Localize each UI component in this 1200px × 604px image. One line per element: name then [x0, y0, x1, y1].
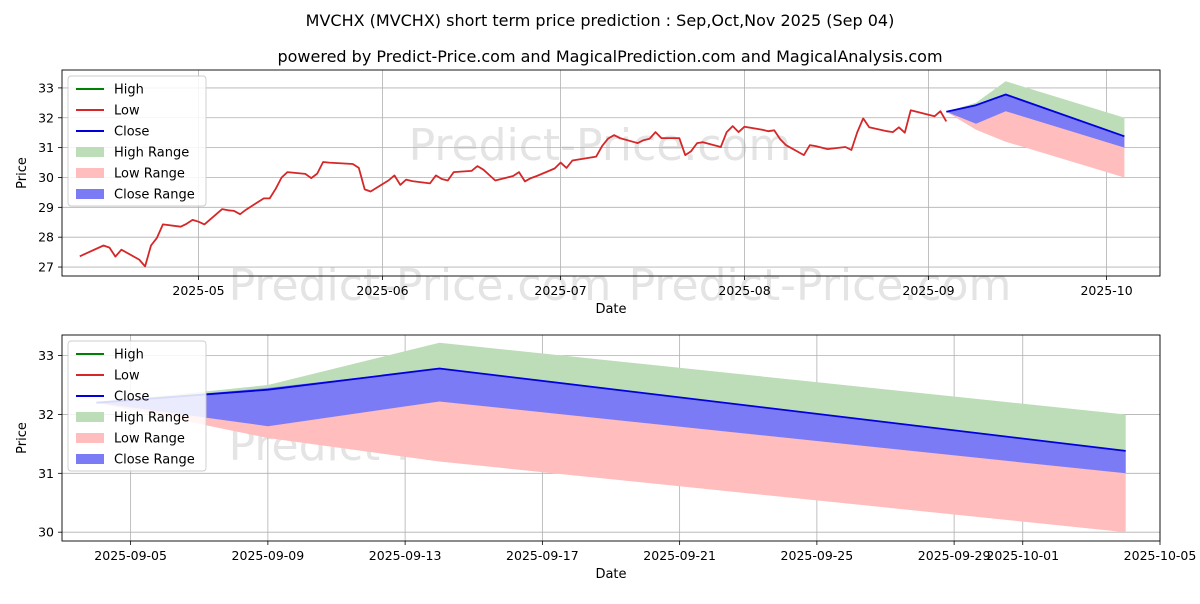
legend-swatch: [76, 189, 104, 199]
y-tick-label: 30: [38, 170, 54, 185]
watermark-text: Predict-Price.com: [409, 120, 792, 171]
x-tick-label: 2025-08: [718, 283, 770, 298]
x-tick-label: 2025-07: [534, 283, 586, 298]
legend-swatch: [76, 147, 104, 157]
y-tick-label: 33: [38, 80, 54, 95]
legend: High Low Close High Range Low Range Close Ran…: [67, 75, 207, 207]
legend-swatch: [76, 454, 104, 464]
legend-label: Close Range: [114, 453, 195, 468]
x-tick-label: 2025-09-29: [918, 548, 991, 563]
x-axis-label: Date: [595, 567, 626, 582]
y-tick-label: 33: [38, 348, 54, 363]
legend-label: High Range: [114, 411, 189, 426]
x-tick-label: 2025-09-13: [369, 548, 442, 563]
plot-frame: [61, 69, 1161, 277]
x-tick-label: 2025-10-05: [1124, 548, 1197, 563]
legend-label: Close Range: [114, 188, 195, 203]
close-range-band: [946, 94, 1125, 148]
y-tick-label: 28: [38, 230, 54, 245]
close-range-band: [96, 368, 1126, 474]
low-price-line: [79, 109, 948, 268]
legend-swatch: [76, 433, 104, 443]
x-tick-label: 2025-09-05: [94, 548, 167, 563]
y-axis-label: Price: [15, 157, 30, 189]
legend-label: Low Range: [114, 432, 185, 447]
y-tick-label: 31: [38, 140, 54, 155]
legend: High Low Close High Range Low Range Close Ran…: [67, 340, 207, 472]
x-tick-label: 2025-09-21: [643, 548, 716, 563]
legend-label: High: [114, 348, 144, 363]
watermark-text: Predict-Price.com: [629, 260, 1012, 311]
x-axis-label: Date: [595, 302, 626, 317]
legend-label: Low Range: [114, 167, 185, 182]
forecast-chart-panel: Predict-Price.comPredict-Price.com2025-0…: [15, 334, 1197, 582]
y-tick-label: 32: [38, 110, 54, 125]
y-tick-label: 32: [38, 407, 54, 422]
watermark-text: Predict-Price.com: [229, 260, 612, 311]
chart-title: MVCHX (MVCHX) short term price predictio…: [306, 11, 895, 30]
legend-swatch: [76, 412, 104, 422]
y-axis-label: Price: [15, 422, 30, 454]
y-tick-label: 29: [38, 200, 54, 215]
x-tick-label: 2025-05: [172, 283, 224, 298]
x-tick-label: 2025-06: [356, 283, 408, 298]
high-range-band: [96, 342, 1126, 451]
close-forecast-line: [946, 93, 1125, 138]
plot-frame: [61, 334, 1161, 542]
legend-swatch: [76, 168, 104, 178]
high-range-band: [946, 81, 1125, 137]
x-tick-label: 2025-09-17: [506, 548, 579, 563]
y-tick-label: 27: [38, 260, 54, 275]
y-tick-label: 30: [38, 525, 54, 540]
legend-label: High: [114, 83, 144, 98]
x-tick-label: 2025-09: [902, 283, 954, 298]
legend-label: Low: [114, 369, 140, 384]
x-tick-label: 2025-09-25: [781, 548, 854, 563]
legend-label: Low: [114, 104, 140, 119]
legend-label: Close: [114, 390, 149, 405]
legend-label: Close: [114, 125, 149, 140]
x-tick-label: 2025-09-09: [232, 548, 305, 563]
chart-subtitle: powered by Predict-Price.com and Magical…: [277, 47, 942, 66]
y-tick-label: 31: [38, 466, 54, 481]
legend-label: High Range: [114, 146, 189, 161]
history-chart-panel: Predict-Price.com Predict-Price.com Predic…: [15, 69, 1161, 317]
x-tick-label: 2025-10-01: [986, 548, 1059, 563]
x-tick-label: 2025-10: [1080, 283, 1132, 298]
